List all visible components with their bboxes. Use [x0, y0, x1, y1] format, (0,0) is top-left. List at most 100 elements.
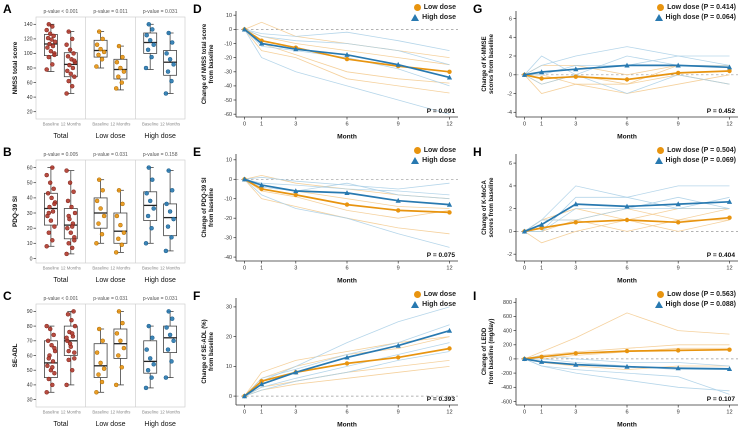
- svg-text:-4: -4: [507, 110, 512, 116]
- svg-text:400: 400: [503, 328, 512, 334]
- line-chart-svg: 10 0 -10 -20 -30 -40 0 1 3 6 9 12 P = 0.075 Month Chan…: [202, 154, 458, 285]
- svg-text:0: 0: [509, 73, 512, 79]
- low-dose-circle-icon: [657, 147, 665, 154]
- legend-item: High dose: [411, 156, 456, 165]
- legend-label: Low dose: [423, 147, 456, 154]
- svg-text:9: 9: [397, 122, 400, 128]
- high-dose-triangle-icon: [654, 157, 663, 164]
- svg-text:2: 2: [509, 54, 512, 60]
- legend-label: Low dose: [423, 291, 456, 298]
- svg-text:Month: Month: [337, 278, 357, 285]
- legend-label: Low dose (P = 0.504): [667, 147, 736, 154]
- svg-text:-40: -40: [224, 255, 232, 261]
- svg-text:12 Months: 12 Months: [110, 410, 130, 415]
- svg-text:p-value = 0.031: p-value = 0.031: [93, 296, 128, 302]
- svg-text:Month: Month: [337, 422, 357, 429]
- svg-text:30: 30: [226, 305, 232, 311]
- svg-text:Baseline: Baseline: [43, 122, 60, 127]
- svg-text:Month: Month: [617, 422, 637, 429]
- panel-f-label: F: [193, 289, 201, 303]
- legend-item: Low dose: [413, 3, 456, 12]
- svg-text:12 Months: 12 Months: [61, 122, 81, 127]
- low-dose-circle-icon: [413, 291, 421, 298]
- svg-text:P = 0.404: P = 0.404: [707, 252, 736, 259]
- svg-text:Month: Month: [617, 134, 637, 141]
- panel-h-chart: -2 0 2 4 6 0 1 3 6 9 12 P = 0.404 Month Change of K-M…: [480, 146, 748, 285]
- svg-text:20: 20: [27, 226, 33, 232]
- svg-text:12 Months: 12 Months: [61, 266, 81, 271]
- svg-text:0: 0: [243, 122, 246, 128]
- legend-item: High dose (P = 0.088): [654, 300, 736, 309]
- panel-c-chart: 30 40 50 60 70 80 90 SE-ADL p-value < 0.001 Basel…: [10, 290, 188, 429]
- svg-text:0: 0: [523, 122, 526, 128]
- svg-text:12: 12: [726, 410, 732, 416]
- svg-text:-200: -200: [501, 371, 512, 377]
- svg-text:-30: -30: [224, 235, 232, 241]
- legend-item: High dose: [411, 300, 456, 309]
- svg-text:-400: -400: [501, 385, 512, 391]
- panel-i-chart: -600 -400 -200 0 200 400 600 800 0 1 3 6 9 12 P = 0.10…: [480, 290, 748, 429]
- svg-text:10: 10: [226, 158, 232, 164]
- svg-text:12 Months: 12 Months: [160, 410, 180, 415]
- high-dose-triangle-icon: [654, 14, 663, 21]
- legend-item: Low dose: [413, 290, 456, 299]
- panel-d-chart: 10 0 -10 -20 -30 -40 -50 -60 0 1 3 6 9 12 P = 0.091 Mon…: [200, 3, 468, 141]
- svg-text:Month: Month: [617, 278, 637, 285]
- svg-text:0: 0: [229, 394, 232, 400]
- svg-text:140: 140: [24, 22, 33, 28]
- svg-text:Total: Total: [53, 277, 68, 284]
- svg-text:High dose: High dose: [144, 277, 176, 284]
- panel-a-label: A: [3, 2, 12, 16]
- svg-text:3: 3: [294, 266, 297, 272]
- svg-text:High dose: High dose: [144, 421, 176, 428]
- svg-text:4: 4: [509, 184, 512, 190]
- panel-f-chart: 0 10 20 30 0 1 3 6 9 12 P = 0.393 Month Change of SE…: [200, 290, 468, 429]
- svg-text:800: 800: [503, 300, 512, 306]
- legend: Low dose High dose: [411, 3, 456, 22]
- svg-text:-10: -10: [224, 197, 232, 203]
- legend-item: High dose (P = 0.069): [654, 156, 736, 165]
- legend-item: Low dose (P = 0.563): [657, 290, 736, 299]
- svg-text:Low dose: Low dose: [96, 133, 126, 140]
- line-chart-svg: 0 10 20 30 0 1 3 6 9 12 P = 0.393 Month Change of SE…: [202, 298, 458, 429]
- svg-text:90: 90: [27, 309, 33, 315]
- svg-text:0: 0: [229, 177, 232, 183]
- svg-text:1: 1: [260, 122, 263, 128]
- legend: Low dose High dose: [411, 146, 456, 165]
- svg-text:12: 12: [446, 266, 452, 272]
- svg-text:9: 9: [397, 266, 400, 272]
- panel-e: E 10 0 -10 -20 -30 -40 0 1 3 6 9 12 P = 0.075 Month Ch…: [190, 143, 470, 287]
- svg-text:Change of NMSS total score: Change of NMSS total score: [202, 23, 208, 104]
- svg-text:70: 70: [27, 339, 33, 345]
- panel-d-label: D: [193, 2, 202, 16]
- svg-text:-2: -2: [507, 91, 512, 97]
- legend: Low dose (P = 0.504) High dose (P = 0.069…: [654, 146, 736, 165]
- svg-text:P = 0.107: P = 0.107: [707, 396, 736, 403]
- svg-text:-20: -20: [224, 216, 232, 222]
- svg-text:9: 9: [677, 410, 680, 416]
- panel-d: D 10 0 -10 -20 -30 -40 -50 -60 0 1 3 6 9 12 P = 0.091 M…: [190, 0, 470, 143]
- svg-text:SE-ADL: SE-ADL: [12, 344, 19, 368]
- high-dose-triangle-icon: [411, 301, 420, 308]
- line-chart-svg: -2 0 2 4 6 0 1 3 6 9 12 P = 0.404 Month Change of K-M…: [482, 154, 738, 285]
- legend: Low dose (P = 0.414) High dose (P = 0.064…: [654, 3, 736, 22]
- svg-text:20: 20: [27, 110, 33, 116]
- panel-f: F 0 10 20 30 0 1 3 6 9 12 P = 0.393 Month Change of …: [190, 287, 470, 431]
- panel-h: H -2 0 2 4 6 0 1 3 6 9 12 P = 0.404 Month Change of K…: [470, 143, 750, 287]
- svg-text:1: 1: [260, 410, 263, 416]
- svg-text:0: 0: [523, 266, 526, 272]
- legend-label: Low dose: [423, 4, 456, 11]
- svg-text:Change of K-MoCA: Change of K-MoCA: [482, 180, 488, 235]
- svg-text:P = 0.393: P = 0.393: [427, 396, 456, 403]
- svg-text:3: 3: [574, 410, 577, 416]
- svg-text:6: 6: [509, 16, 512, 22]
- panel-c-label: C: [3, 289, 12, 303]
- legend-item: Low dose (P = 0.414): [657, 3, 736, 12]
- svg-text:PDQ-39 SI: PDQ-39 SI: [12, 196, 19, 227]
- high-dose-triangle-icon: [411, 14, 420, 21]
- svg-text:p-value = 0.031: p-value = 0.031: [143, 9, 178, 15]
- svg-text:10: 10: [226, 13, 232, 19]
- svg-text:1: 1: [540, 122, 543, 128]
- svg-text:P = 0.075: P = 0.075: [427, 252, 456, 259]
- legend-label: High dose (P = 0.064): [665, 14, 736, 21]
